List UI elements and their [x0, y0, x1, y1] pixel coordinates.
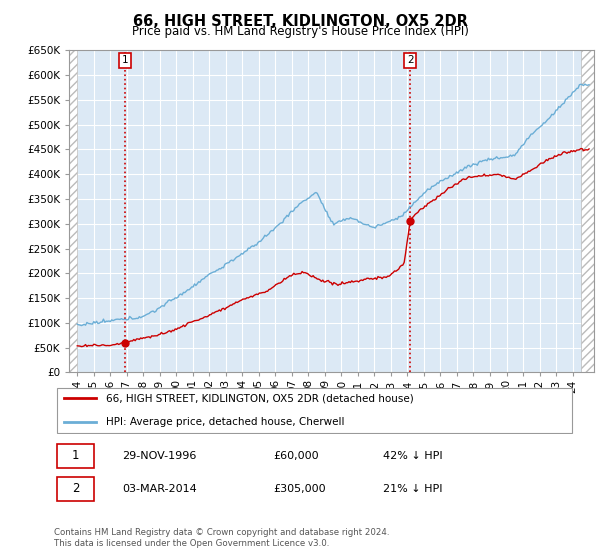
Text: HPI: Average price, detached house, Cherwell: HPI: Average price, detached house, Cher…: [106, 417, 344, 427]
Text: Price paid vs. HM Land Registry's House Price Index (HPI): Price paid vs. HM Land Registry's House …: [131, 25, 469, 38]
Text: 1: 1: [71, 449, 79, 463]
Text: £60,000: £60,000: [273, 451, 319, 461]
Text: 66, HIGH STREET, KIDLINGTON, OX5 2DR (detached house): 66, HIGH STREET, KIDLINGTON, OX5 2DR (de…: [106, 393, 414, 403]
Text: This data is licensed under the Open Government Licence v3.0.: This data is licensed under the Open Gov…: [54, 539, 329, 548]
Text: 66, HIGH STREET, KIDLINGTON, OX5 2DR: 66, HIGH STREET, KIDLINGTON, OX5 2DR: [133, 14, 467, 29]
FancyBboxPatch shape: [56, 477, 94, 501]
Text: 03-MAR-2014: 03-MAR-2014: [122, 484, 197, 494]
Text: 21% ↓ HPI: 21% ↓ HPI: [383, 484, 442, 494]
Text: 2: 2: [407, 55, 413, 66]
Text: 1: 1: [122, 55, 128, 66]
Text: 2: 2: [71, 482, 79, 496]
Text: 29-NOV-1996: 29-NOV-1996: [122, 451, 196, 461]
Text: 42% ↓ HPI: 42% ↓ HPI: [383, 451, 442, 461]
Text: £305,000: £305,000: [273, 484, 326, 494]
FancyBboxPatch shape: [56, 388, 572, 432]
FancyBboxPatch shape: [56, 444, 94, 468]
Text: Contains HM Land Registry data © Crown copyright and database right 2024.: Contains HM Land Registry data © Crown c…: [54, 528, 389, 536]
